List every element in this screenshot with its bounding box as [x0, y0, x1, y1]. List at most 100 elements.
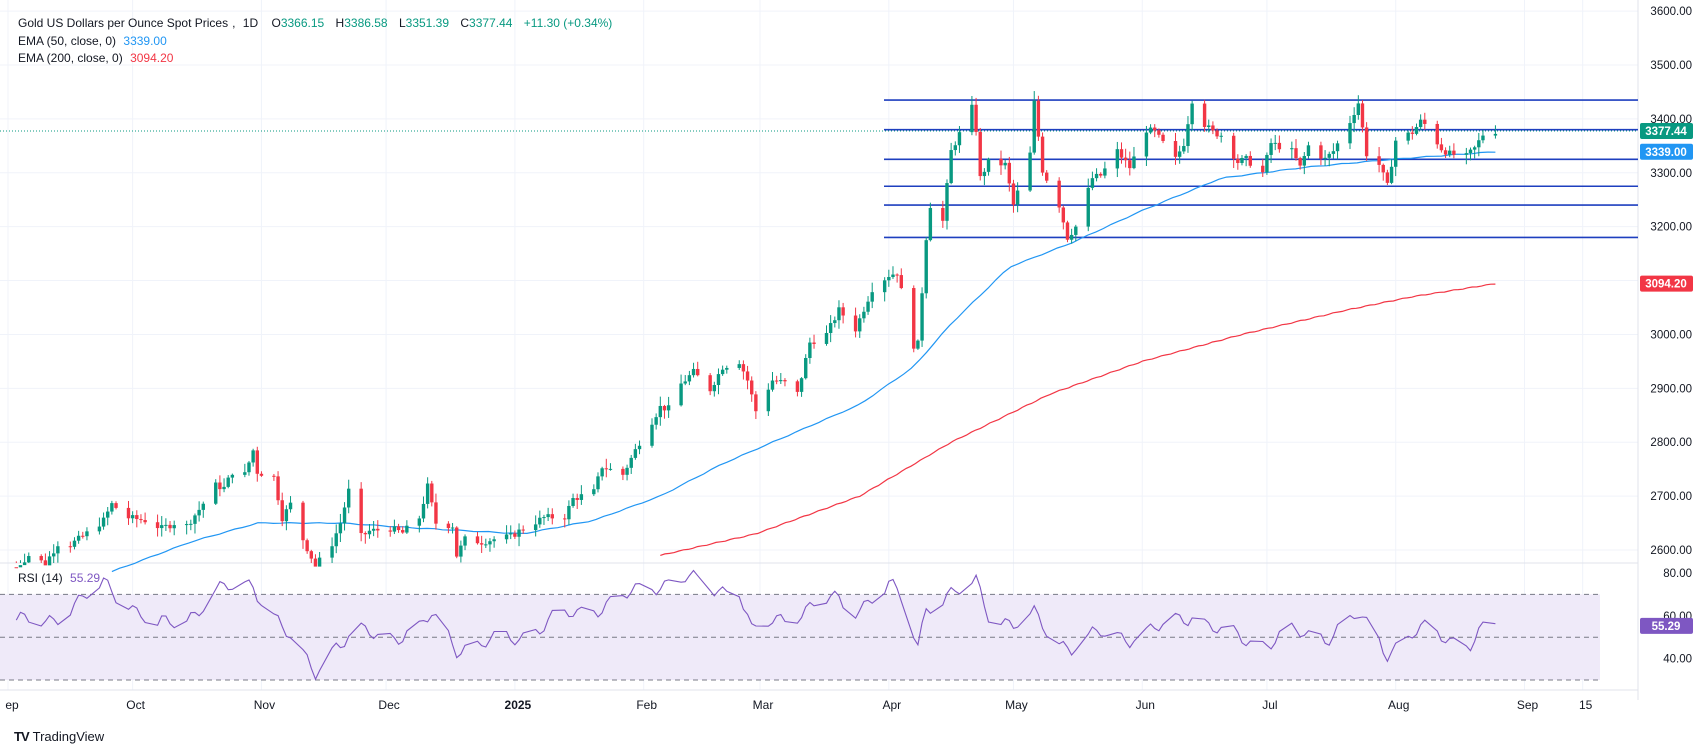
- ohlc-high: H3386.58: [335, 16, 388, 30]
- candle: [666, 396, 671, 418]
- candle: [1032, 91, 1036, 155]
- candle: [488, 538, 492, 552]
- candle: [114, 501, 118, 510]
- candle: [741, 360, 746, 380]
- candle-body: [1153, 127, 1157, 131]
- ema50-legend[interactable]: EMA (50, close, 0) 3339.00: [18, 34, 171, 48]
- price-badge-label: 3377.44: [1645, 126, 1687, 138]
- candle: [1327, 151, 1331, 167]
- candle-body: [571, 498, 575, 506]
- candle: [592, 484, 596, 497]
- candle-body: [168, 524, 172, 529]
- price-badge-bg: [1640, 617, 1693, 634]
- candle: [1265, 152, 1269, 175]
- candle: [226, 475, 230, 489]
- candle: [1028, 146, 1032, 192]
- candle: [1144, 125, 1149, 166]
- time-axis[interactable]: ep Oct Nov Dec 2025 Feb Mar Apr May Jun Jul Aug Sep 1…: [5, 698, 1592, 712]
- candle-body: [625, 467, 629, 475]
- candle: [330, 537, 334, 563]
- candle: [392, 519, 397, 535]
- candle-body: [463, 536, 467, 546]
- candle: [1182, 138, 1186, 154]
- candle: [434, 493, 438, 530]
- candle-body: [1389, 166, 1394, 183]
- price-tick-label: 3400.00: [1650, 114, 1692, 126]
- candle: [658, 396, 663, 426]
- candle-body: [658, 405, 663, 418]
- candle-body: [974, 104, 978, 132]
- candle: [650, 418, 654, 448]
- candle-body: [259, 473, 264, 476]
- candle: [1481, 130, 1485, 144]
- candle-body: [255, 450, 259, 474]
- interval-label[interactable]: 1D: [242, 16, 259, 30]
- candle-body: [1074, 226, 1078, 235]
- candle-body: [301, 502, 305, 541]
- candle: [766, 383, 771, 417]
- candle-body: [1057, 180, 1061, 208]
- candle-body: [563, 518, 567, 520]
- candle-body: [68, 546, 73, 548]
- tradingview-logo[interactable]: TV TradingView: [14, 729, 104, 744]
- candle: [1132, 146, 1136, 170]
- candle: [920, 287, 924, 347]
- price-tick-label: 3200.00: [1650, 222, 1692, 234]
- candle: [334, 524, 338, 554]
- candle-body: [363, 533, 368, 535]
- candle-body: [1290, 148, 1294, 150]
- symbol-name[interactable]: Gold US Dollars per Ounce Spot Prices: [18, 16, 229, 30]
- candle: [774, 375, 779, 385]
- candle: [475, 531, 480, 545]
- candle: [164, 518, 168, 531]
- candle-body: [1298, 158, 1302, 166]
- candle-body: [1244, 155, 1248, 158]
- candle-body: [22, 562, 27, 566]
- candle: [1472, 145, 1477, 159]
- candle: [1215, 128, 1219, 140]
- candle: [305, 538, 309, 554]
- candle-body: [741, 364, 746, 372]
- candle: [986, 157, 991, 176]
- candle: [600, 466, 604, 481]
- candle-body: [862, 311, 866, 319]
- candle: [201, 501, 205, 518]
- rsi-legend[interactable]: RSI (14) 55.29: [18, 571, 104, 585]
- candle-body: [1094, 173, 1099, 179]
- candle-body: [1099, 173, 1103, 176]
- candle: [110, 500, 114, 515]
- candle: [280, 492, 284, 527]
- candle: [683, 375, 687, 386]
- candle-body: [110, 503, 114, 512]
- candle: [376, 520, 380, 538]
- candle-body: [342, 507, 347, 524]
- candle-body: [218, 482, 222, 490]
- price-badge-label: 55.29: [1652, 621, 1681, 633]
- ema200-value: 3094.20: [130, 51, 174, 65]
- candle: [1099, 172, 1103, 178]
- candle-body: [1306, 145, 1311, 157]
- candle-body: [608, 468, 613, 470]
- candle-body: [425, 483, 430, 504]
- price-badge-bg: [1640, 275, 1693, 292]
- candle-body: [1003, 162, 1007, 166]
- candle-body: [1177, 151, 1182, 157]
- candle: [168, 521, 172, 533]
- candle: [1452, 143, 1456, 159]
- candle-body: [1348, 123, 1352, 144]
- ema200-legend[interactable]: EMA (200, close, 0) 3094.20: [18, 51, 177, 65]
- candle: [579, 485, 584, 505]
- candle-body: [1219, 135, 1223, 137]
- candle: [1356, 95, 1361, 120]
- price-axis[interactable]: 2600.002700.002800.002900.003000.003100.…: [1650, 6, 1692, 665]
- candle: [1248, 151, 1252, 168]
- candle-body: [276, 476, 280, 501]
- candle-body: [1385, 172, 1390, 183]
- candle: [1385, 169, 1390, 186]
- candle-body: [484, 544, 488, 546]
- candle: [417, 515, 422, 533]
- candlestick-series: [14, 91, 1498, 569]
- candle: [754, 391, 758, 420]
- candle: [696, 361, 700, 377]
